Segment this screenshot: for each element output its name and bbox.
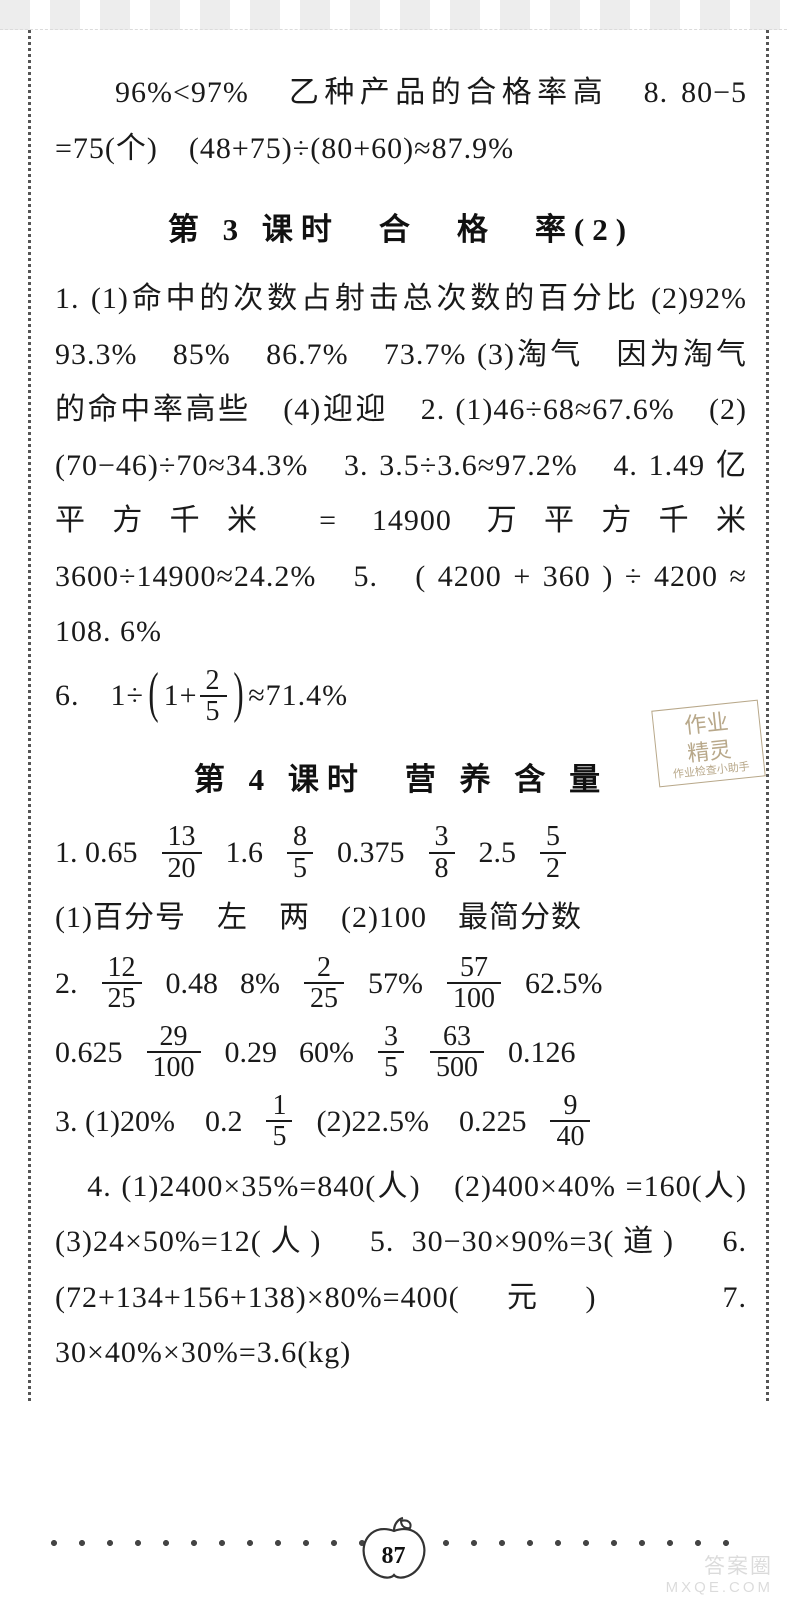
r1-f3: 38 xyxy=(429,822,455,883)
r1-a: 1. 0.65 xyxy=(55,821,138,884)
r3-f1: 15 xyxy=(266,1091,292,1152)
stamp-watermark: 作业 精灵 作业检查小助手 xyxy=(651,700,765,788)
r2b-f1: 29100 xyxy=(147,1022,201,1083)
r2-f2: 225 xyxy=(304,953,344,1014)
r2b-d: 0.126 xyxy=(508,1021,576,1084)
r2-lead: 2. xyxy=(55,952,78,1015)
wm-bottom-l2: MXQE.COM xyxy=(666,1579,773,1596)
r2-b: 8% xyxy=(240,952,280,1015)
r2b-a: 0.625 xyxy=(55,1021,123,1084)
top-paragraph-text: 96%<97% 乙种产品的合格率高 8. 80−5 =75(个) (48+75)… xyxy=(55,76,747,165)
r1-b: 1.6 xyxy=(226,821,264,884)
lesson4-row1b: (1)百分号 左 两 (2)100 最简分数 xyxy=(55,890,747,946)
q6-inner-left: 1+ xyxy=(164,668,198,724)
r2-d: 62.5% xyxy=(525,952,603,1015)
page-number: 87 xyxy=(353,1543,435,1570)
r1-d: 2.5 xyxy=(479,821,517,884)
lesson3-body: 1. (1)命中的次数占射击总次数的百分比 (2)92% 93.3% 85% 8… xyxy=(55,271,747,660)
site-watermark: 答案圈 MXQE.COM xyxy=(666,1555,773,1596)
wm-bottom-l1: 答案圈 xyxy=(666,1555,773,1579)
r1-f2: 85 xyxy=(287,822,313,883)
r2-f1: 1225 xyxy=(102,953,142,1014)
r2b-b: 0.29 xyxy=(225,1021,278,1084)
q6-suffix: ≈71.4% xyxy=(248,668,348,724)
frac-num: 2 xyxy=(200,666,227,695)
r3-lead: 3. (1)20% 0.2 xyxy=(55,1090,242,1153)
lesson4-tail: 4. (1)2400×35%=840(人) (2)400×40% =160(人)… xyxy=(55,1159,747,1381)
lesson4-row2b: 0.625 29100 0.29 60% 35 63500 0.126 xyxy=(55,1021,747,1084)
lesson3-q6: 6. 1÷ ( 1+ 2 5 ) ≈71.4% xyxy=(55,666,747,727)
r1-f4: 52 xyxy=(540,822,566,883)
r3-mid: (2)22.5% 0.225 xyxy=(316,1090,526,1153)
r2b-c: 60% xyxy=(299,1021,354,1084)
r1-f1: 1320 xyxy=(162,822,202,883)
left-dash-border xyxy=(28,30,31,1401)
r2-a: 0.48 xyxy=(166,952,219,1015)
r2-c: 57% xyxy=(368,952,423,1015)
r1-c: 0.375 xyxy=(337,821,405,884)
right-dash-border xyxy=(766,30,769,1401)
q6-prefix: 6. 1÷ xyxy=(55,668,144,724)
r2-f3: 57100 xyxy=(447,953,501,1014)
r3-f2: 940 xyxy=(550,1091,590,1152)
lesson4-row1: 1. 0.65 1320 1.6 85 0.375 38 2.5 52 xyxy=(55,821,747,884)
lesson4-heading: 第 4 课时 营 养 含 量 xyxy=(55,754,747,799)
q6-fraction: 2 5 xyxy=(200,666,227,727)
apple-icon: 87 xyxy=(353,1513,435,1590)
top-paragraph: 96%<97% 乙种产品的合格率高 8. 80−5 =75(个) (48+75)… xyxy=(55,65,747,176)
lesson3-heading: 第 3 课时 合 格 率(2) xyxy=(55,204,747,249)
r2b-f3: 63500 xyxy=(430,1022,484,1083)
lesson4-row2: 2. 1225 0.48 8% 225 57% 57100 62.5% xyxy=(55,952,747,1015)
page-content: 96%<97% 乙种产品的合格率高 8. 80−5 =75(个) (48+75)… xyxy=(0,30,787,1401)
frac-den: 5 xyxy=(200,695,227,726)
decorative-top-border xyxy=(0,0,787,30)
lesson4-row3: 3. (1)20% 0.2 15 (2)22.5% 0.225 940 xyxy=(55,1090,747,1153)
r2b-f2: 35 xyxy=(378,1022,404,1083)
